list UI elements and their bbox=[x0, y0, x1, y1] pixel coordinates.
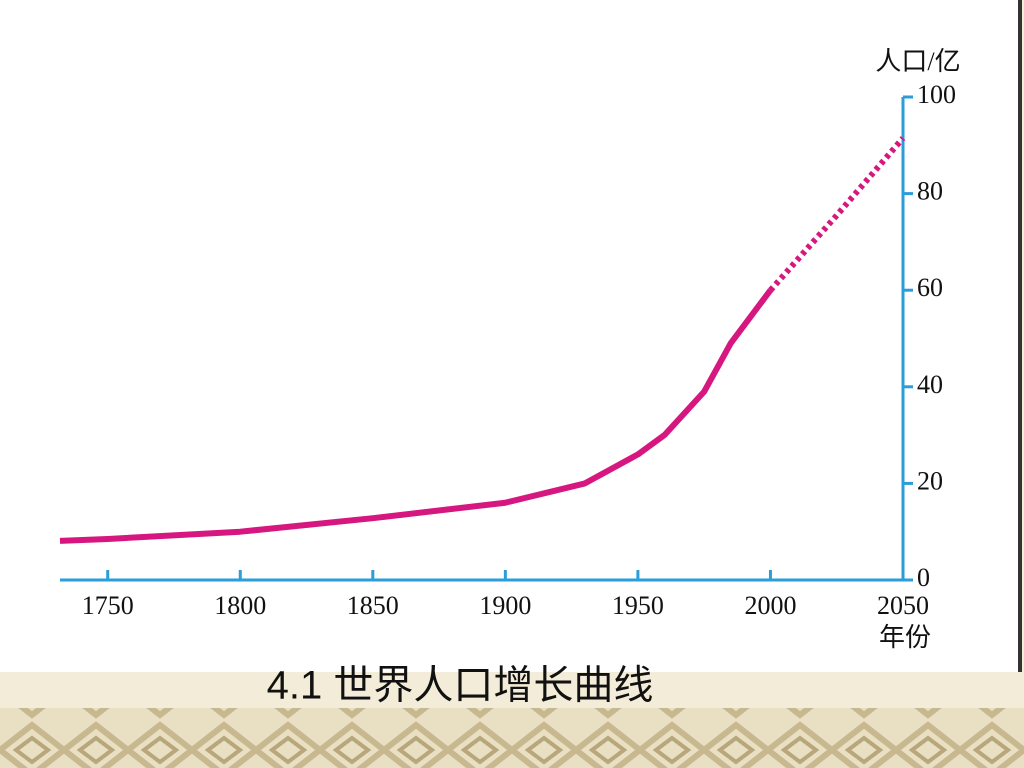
y-tick-label: 60 bbox=[917, 273, 943, 302]
caption: 4.1 世界人口增长曲线 bbox=[267, 664, 654, 708]
x-tick-label: 1850 bbox=[347, 591, 399, 620]
population-line bbox=[768, 136, 906, 293]
x-tick-label: 1950 bbox=[612, 591, 664, 620]
x-axis-label: 年份 bbox=[879, 623, 931, 652]
decorative-band bbox=[0, 708, 1024, 768]
chart-area bbox=[0, 0, 1018, 672]
x-tick-label: 1900 bbox=[479, 591, 531, 620]
x-tick-label: 2050 bbox=[877, 591, 929, 620]
population-line bbox=[59, 288, 773, 544]
y-axis-label: 人口/亿 bbox=[875, 47, 960, 76]
y-tick-label: 80 bbox=[917, 177, 943, 206]
y-tick-label: 40 bbox=[917, 370, 943, 399]
y-tick-label: 100 bbox=[917, 80, 956, 109]
x-tick-label: 2000 bbox=[744, 591, 796, 620]
edge bbox=[1018, 0, 1022, 672]
x-tick-label: 1800 bbox=[214, 591, 266, 620]
x-tick-label: 1750 bbox=[82, 591, 134, 620]
y-tick-label: 0 bbox=[917, 563, 930, 592]
y-tick-label: 20 bbox=[917, 466, 943, 495]
